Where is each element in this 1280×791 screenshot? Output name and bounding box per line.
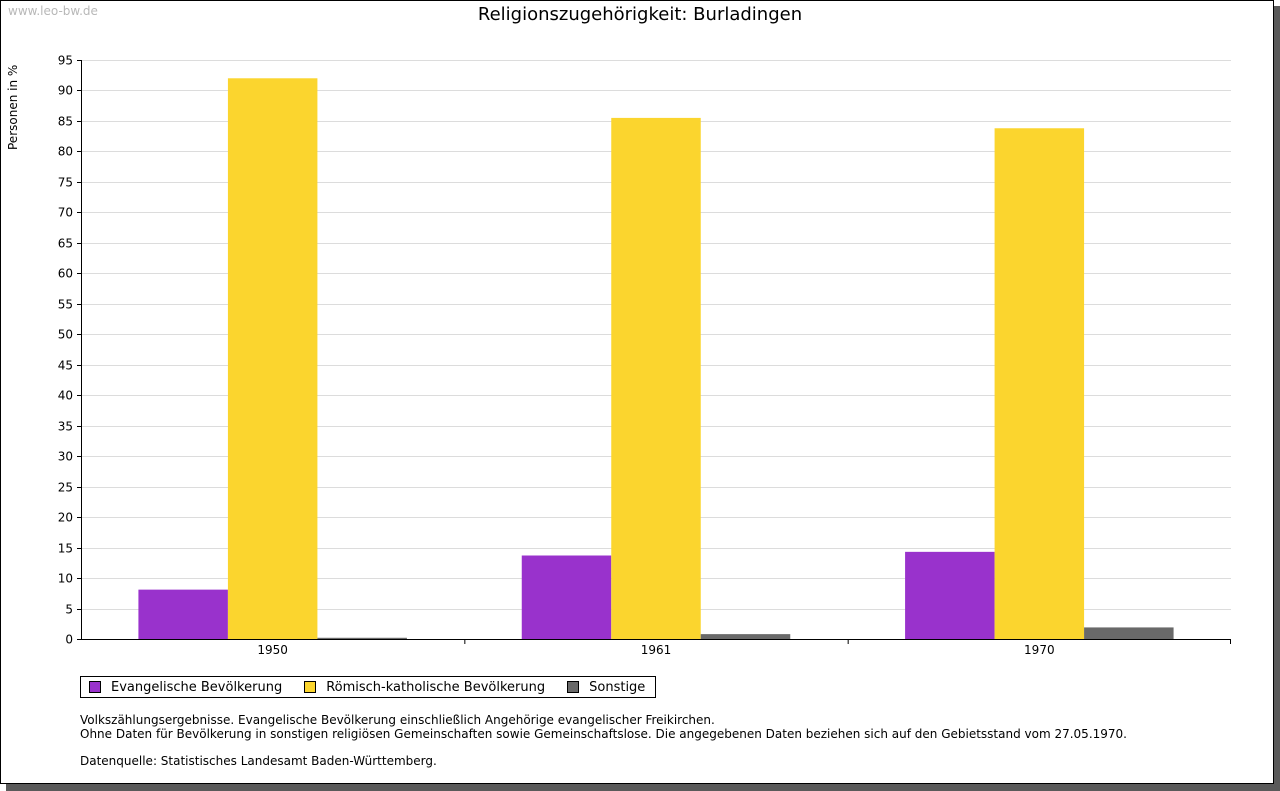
y-tick-label: 95 — [58, 54, 73, 68]
bar-römisch-katholische-1970 — [994, 128, 1085, 639]
bar-sonstige-1950 — [317, 637, 407, 639]
legend: Evangelische Bevölkerung Römisch-katholi… — [80, 676, 657, 698]
legend-item-evangelisch: Evangelische Bevölkerung — [89, 680, 282, 695]
data-source: Datenquelle: Statistisches Landesamt Bad… — [80, 754, 437, 768]
chart-title: Religionszugehörigkeit: Burladingen — [477, 4, 803, 25]
frame-shadow-right — [1274, 6, 1280, 790]
y-tick-label: 70 — [58, 206, 73, 220]
y-tick-label: 20 — [58, 511, 73, 525]
legend-swatch — [567, 681, 580, 693]
watermark: www.leo-bw.de — [8, 4, 98, 18]
legend-label: Römisch-katholische Bevölkerung — [326, 679, 546, 695]
y-tick-label: 80 — [58, 145, 73, 159]
chart-notes: Volkszählungsergebnisse. Evangelische Be… — [80, 713, 1127, 768]
x-tick-label: 1950 — [257, 643, 288, 657]
legend-label: Sonstige — [589, 679, 646, 695]
x-tick-label: 1961 — [641, 643, 672, 657]
frame-shadow-bottom — [6, 784, 1280, 791]
y-tick-label: 30 — [58, 450, 73, 464]
y-tick-label: 5 — [65, 603, 73, 617]
bar-chart: 0 5 10 15 20 25 30 35 40 45 50 55 60 65 70 75 80 85 90 95 19… — [58, 54, 1231, 657]
bar-römisch-katholische-1961 — [611, 117, 701, 639]
y-tick-label: 0 — [65, 633, 73, 647]
y-tick-label: 65 — [58, 237, 73, 251]
bar-evangelische-1950 — [138, 589, 228, 639]
legend-swatch — [89, 681, 101, 693]
bar-evangelische-1961 — [521, 555, 612, 639]
legend-item-sonstige: Sonstige — [567, 680, 645, 695]
y-tick-label: 85 — [58, 115, 73, 129]
legend-label: Evangelische Bevölkerung — [111, 679, 283, 695]
x-tick-label: 1970 — [1024, 643, 1055, 657]
y-tick-label: 45 — [58, 359, 73, 373]
y-tick-label: 40 — [58, 389, 73, 403]
y-tick-label: 50 — [58, 328, 73, 342]
bar-sonstige-1970 — [1084, 627, 1174, 639]
legend-swatch — [304, 681, 317, 693]
note-line-2: Ohne Daten für Bevölkerung in sonstigen … — [80, 727, 1127, 741]
y-tick-label: 75 — [58, 176, 73, 190]
y-tick-label: 25 — [58, 481, 73, 495]
y-tick-label: 35 — [58, 420, 73, 434]
y-tick-label: 90 — [58, 84, 73, 98]
note-line-1: Volkszählungsergebnisse. Evangelische Be… — [80, 713, 715, 727]
bar-römisch-katholische-1950 — [227, 78, 318, 640]
y-tick-label: 55 — [58, 298, 73, 312]
y-tick-label: 60 — [58, 267, 73, 281]
y-tick-label: 10 — [58, 572, 73, 586]
bar-evangelische-1970 — [905, 551, 995, 639]
bar-sonstige-1961 — [700, 634, 791, 639]
y-tick-label: 15 — [58, 542, 73, 556]
legend-item-katholisch: Römisch-katholische Bevölkerung — [304, 680, 545, 695]
